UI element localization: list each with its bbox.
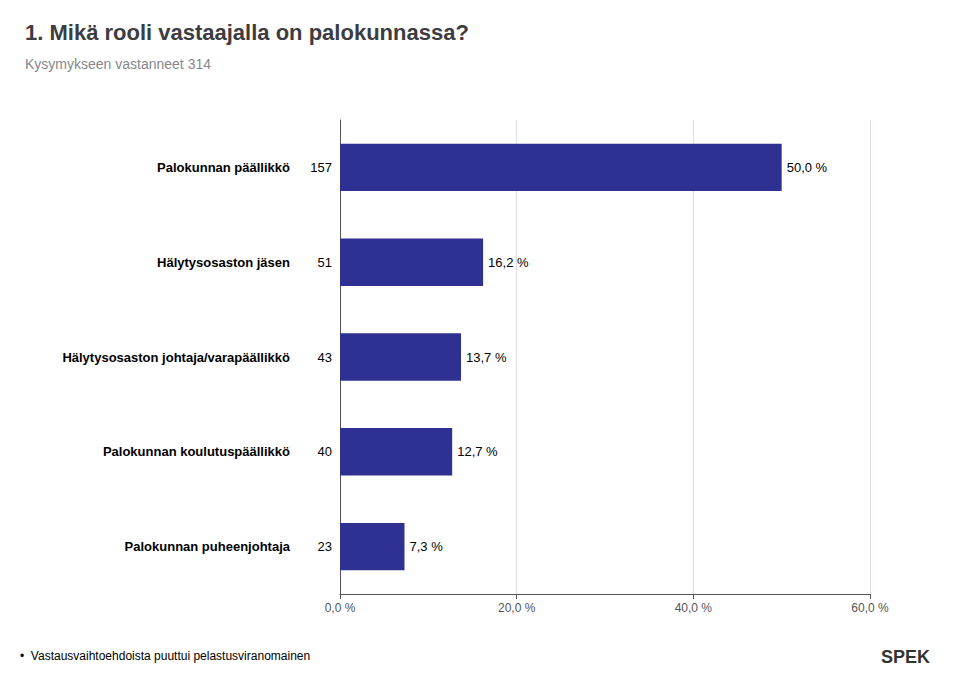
svg-text:7,3 %: 7,3 % [409,539,443,554]
svg-text:40,0 %: 40,0 % [675,601,713,615]
svg-text:16,2 %: 16,2 % [488,255,529,270]
svg-text:Hälytysosaston jäsen: Hälytysosaston jäsen [157,255,290,270]
svg-text:20,0 %: 20,0 % [498,601,536,615]
svg-text:60,0 %: 60,0 % [851,601,889,615]
svg-text:50,0 %: 50,0 % [787,160,828,175]
svg-text:Kysymykseen vastanneet 314: Kysymykseen vastanneet 314 [25,56,211,72]
svg-text:• Vastausvaihtoehdoista puutt: • Vastausvaihtoehdoista puuttui pelastus… [20,649,310,663]
svg-text:51: 51 [318,255,332,270]
svg-text:1. Mikä rooli vastaajalla on p: 1. Mikä rooli vastaajalla on palokunnass… [25,20,469,45]
svg-text:23: 23 [318,539,332,554]
svg-text:Palokunnan päällikkö: Palokunnan päällikkö [157,160,290,175]
svg-text:43: 43 [318,350,332,365]
svg-text:SPEK: SPEK [881,647,930,667]
svg-text:0,0 %: 0,0 % [325,601,356,615]
svg-text:13,7 %: 13,7 % [466,350,507,365]
svg-text:Palokunnan koulutuspäällikkö: Palokunnan koulutuspäällikkö [103,444,290,459]
svg-text:Palokunnan puheenjohtaja: Palokunnan puheenjohtaja [125,539,291,554]
svg-text:Hälytysosaston johtaja/varapää: Hälytysosaston johtaja/varapäällikkö [62,350,290,365]
svg-text:157: 157 [310,160,332,175]
svg-text:40: 40 [318,444,332,459]
svg-text:12,7 %: 12,7 % [457,444,498,459]
